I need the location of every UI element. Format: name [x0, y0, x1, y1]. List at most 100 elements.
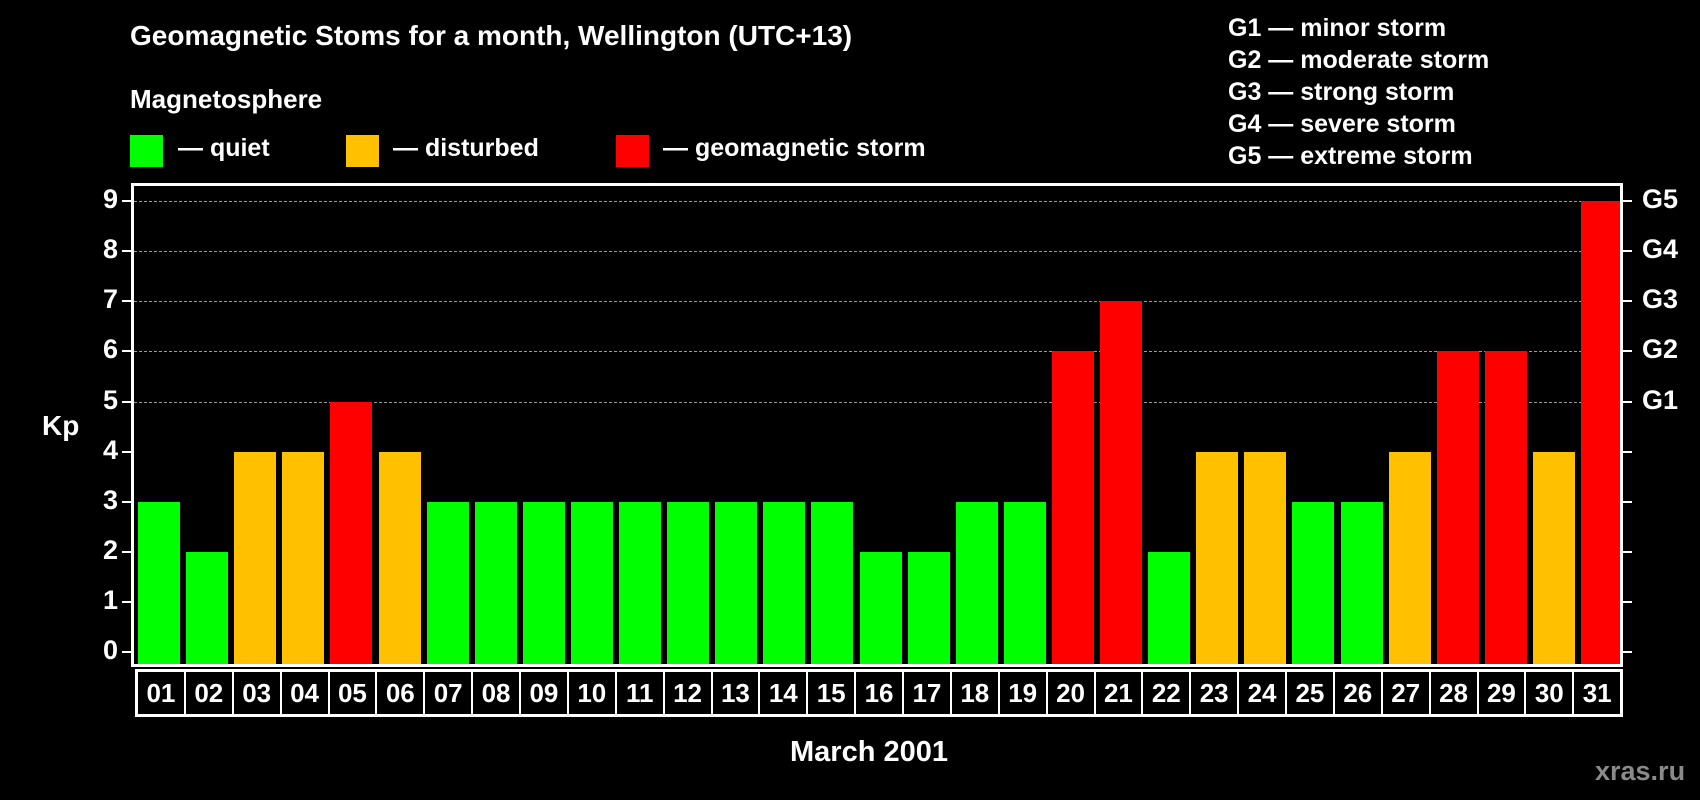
day-label: 20	[1048, 672, 1096, 714]
day-label: 25	[1287, 672, 1335, 714]
bar-day-19	[1003, 501, 1046, 667]
bar-day-31	[1581, 201, 1623, 667]
watermark: xras.ru	[1595, 756, 1686, 786]
y-tick	[122, 450, 131, 453]
chart-title: Geomagnetic Stoms for a month, Wellingto…	[130, 20, 853, 51]
bar-day-13	[715, 501, 758, 667]
day-label: 27	[1383, 672, 1431, 714]
day-label: 12	[665, 672, 713, 714]
day-label: 01	[138, 672, 186, 714]
disturbed-swatch	[346, 135, 379, 167]
bar-day-09	[522, 501, 565, 667]
bar-day-29	[1484, 351, 1527, 667]
day-label: 09	[521, 672, 569, 714]
gridline	[134, 301, 1622, 303]
day-label: 22	[1143, 672, 1192, 714]
day-label: 26	[1335, 672, 1383, 714]
y-tick-label: 6	[102, 334, 118, 365]
bar-day-22	[1148, 551, 1191, 667]
y-tick	[122, 250, 131, 253]
bar-day-10	[570, 501, 613, 667]
y-tick-label: 3	[102, 484, 118, 515]
gridline	[134, 201, 1622, 203]
legend-heading: Magnetosphere	[130, 84, 323, 114]
day-label: 19	[1000, 672, 1048, 714]
bar-day-06	[378, 451, 421, 667]
bar-day-27	[1388, 451, 1431, 667]
bar-day-12	[667, 501, 710, 667]
bar-day-20	[1051, 351, 1094, 667]
bar-day-18	[955, 501, 998, 667]
y-tick	[122, 300, 131, 303]
right-tick	[1623, 550, 1632, 553]
bar-day-25	[1292, 501, 1335, 667]
day-label: 29	[1479, 672, 1527, 714]
storm-scale-legend: G1 — minor storm G2 — moderate storm G3 …	[1228, 12, 1489, 172]
y-axis-label: Kp	[42, 410, 80, 441]
right-tick	[1623, 600, 1632, 603]
day-label: 11	[617, 672, 665, 714]
y-tick	[122, 600, 131, 603]
day-label: 17	[904, 672, 952, 714]
bar-day-24	[1244, 451, 1287, 667]
x-axis-label: March 2001	[790, 736, 948, 768]
day-label: 05	[330, 672, 378, 714]
storm-label: — geomagnetic storm	[663, 134, 926, 162]
y-tick-label: 5	[102, 384, 118, 415]
bar-day-03	[234, 451, 277, 667]
bar-day-23	[1196, 451, 1239, 667]
g-scale-label: G5	[1642, 184, 1679, 215]
right-tick	[1623, 500, 1632, 503]
y-tick	[122, 350, 131, 353]
gridline	[134, 251, 1622, 253]
bar-day-05	[330, 401, 373, 667]
day-label: 10	[569, 672, 617, 714]
bar-day-21	[1100, 301, 1142, 667]
gridline	[134, 401, 1622, 403]
right-tick	[1623, 300, 1632, 303]
right-tick	[1623, 250, 1632, 253]
right-tick	[1623, 400, 1632, 403]
day-label: 03	[234, 672, 282, 714]
bar-day-28	[1436, 351, 1479, 667]
bar-day-30	[1532, 451, 1575, 667]
bar-day-15	[811, 501, 854, 667]
g-scale-label: G2	[1642, 334, 1679, 365]
day-label: 24	[1239, 672, 1287, 714]
g-scale-label: G1	[1642, 384, 1679, 415]
bar-day-08	[474, 501, 517, 667]
y-tick	[122, 200, 131, 203]
bar-day-14	[763, 501, 806, 667]
right-tick	[1623, 350, 1632, 353]
day-label: 15	[808, 672, 857, 714]
right-tick	[1623, 651, 1632, 653]
day-label: 30	[1526, 672, 1575, 714]
day-label: 31	[1582, 678, 1612, 708]
g2-legend: G2 — moderate storm	[1228, 46, 1490, 74]
disturbed-label: — disturbed	[393, 134, 539, 162]
y-tick-label: 4	[102, 434, 118, 465]
g5-legend: G5 — extreme storm	[1228, 142, 1473, 170]
g3-legend: G3 — strong storm	[1228, 78, 1455, 106]
day-label: 06	[377, 672, 426, 714]
bar-day-07	[426, 501, 469, 667]
g4-legend: G4 — severe storm	[1228, 110, 1456, 138]
bar-day-01	[138, 501, 180, 667]
gridline	[134, 351, 1622, 353]
day-labels: 01 02 03 04 05 06 07 08 09 10 11 12 13 14 15 16 17 18 19 20…	[135, 669, 1623, 717]
y-tick-label: 9	[102, 184, 118, 215]
y-tick	[122, 550, 131, 553]
day-label: 14	[760, 672, 809, 714]
day-label: 18	[952, 672, 1000, 714]
g-scale-label: G3	[1642, 284, 1679, 315]
bar-day-17	[907, 551, 950, 667]
day-label: 16	[856, 672, 904, 714]
y-tick-label: 7	[102, 284, 118, 315]
day-label: 28	[1431, 672, 1479, 714]
y-tick-label: 2	[102, 534, 118, 565]
y-tick	[122, 651, 131, 653]
right-tick	[1623, 200, 1632, 203]
day-label: 08	[473, 672, 521, 714]
storm-swatch	[616, 135, 649, 167]
quiet-swatch	[130, 135, 163, 167]
